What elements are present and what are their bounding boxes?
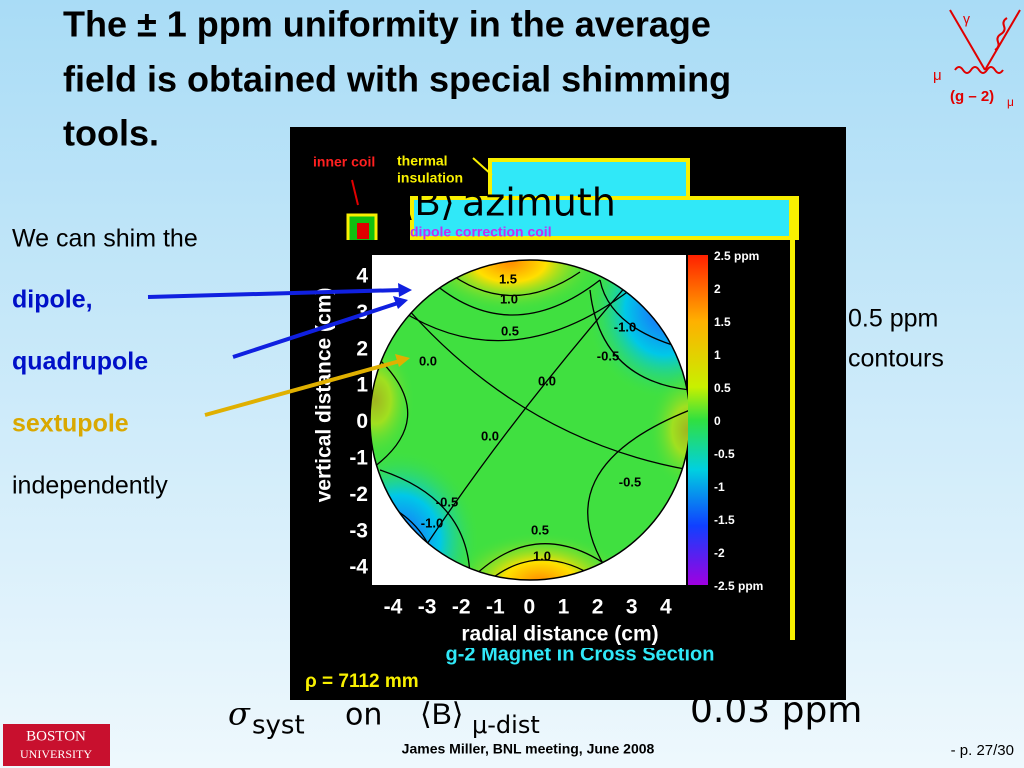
diagram-label: μ <box>1007 95 1014 109</box>
x-tick-label: -4 <box>384 596 403 619</box>
y-tick-label: -1 <box>349 447 368 470</box>
title-line: tools. <box>63 113 159 154</box>
footer-page: - p. 27/30 <box>951 742 1014 759</box>
contour-label: 0.5 <box>501 323 519 338</box>
contour-label: 1.0 <box>500 291 518 306</box>
colorbar-label: -2 <box>714 546 725 560</box>
overlay-math: on <box>345 698 382 733</box>
logo-text: BOSTON <box>26 728 86 744</box>
list-item: sextupole <box>12 410 129 438</box>
contour-label: -0.5 <box>436 494 458 509</box>
magnet-radius: ρ = 7112 mm <box>305 671 419 692</box>
contour-label: 1.5 <box>499 271 517 286</box>
colorbar <box>688 255 708 585</box>
x-tick-label: 0 <box>524 596 536 619</box>
contour-label: -1.0 <box>421 515 443 530</box>
annotation: 0.5 ppm <box>848 305 938 333</box>
diagram-label: (g – 2) <box>950 88 994 105</box>
y-tick-label: 0 <box>356 410 368 433</box>
x-tick-label: 3 <box>626 596 638 619</box>
y-tick-label: -4 <box>349 556 368 579</box>
x-tick-label: 4 <box>660 596 672 619</box>
colorbar-label: -1 <box>714 480 725 494</box>
arrows <box>147 283 412 417</box>
x-axis-label: radial distance (cm) <box>461 623 658 646</box>
magnet-label: inner coil <box>313 154 375 170</box>
x-tick-label: 2 <box>592 596 604 619</box>
x-tick-label: -1 <box>486 596 505 619</box>
colorbar-label: 2 <box>714 282 721 296</box>
overlay-math: syst <box>252 711 305 741</box>
magnet-caption: g-2 Magnet in Cross Section <box>446 643 715 665</box>
colorbar-label: -1.5 <box>714 513 735 527</box>
contour-label: 0.5 <box>531 522 549 537</box>
overlay-math: ⟨B⟩ <box>420 698 463 731</box>
overlay-math: σ <box>228 695 251 733</box>
contour-label: 0.0 <box>481 428 499 443</box>
x-tick-label: 1 <box>558 596 570 619</box>
contour-label: 0.0 <box>419 353 437 368</box>
overlay-math: ⟨B⟩ <box>400 182 455 224</box>
x-tick-label: -3 <box>418 596 437 619</box>
y-tick-label: 3 <box>356 301 368 324</box>
title-line: The ± 1 ppm uniformity in the average <box>63 4 711 45</box>
annotation: contours <box>848 345 944 373</box>
magnet-drawing <box>346 157 799 640</box>
list-item: independently <box>12 472 168 500</box>
magnet-label: thermal <box>397 153 448 169</box>
colorbar-label: 2.5 ppm <box>714 249 759 263</box>
magnet-label: insulation <box>397 170 463 186</box>
y-tick-label: 4 <box>356 265 368 288</box>
x-tick-label: -2 <box>452 596 471 619</box>
contour-label: 0.0 <box>538 373 556 388</box>
y-tick-label: -3 <box>349 519 368 542</box>
list-item: quadrupole <box>12 348 148 376</box>
overlay-math: μ-dist <box>472 711 540 739</box>
contour-label: -0.5 <box>619 474 641 489</box>
contour-label: -1.0 <box>614 319 636 334</box>
diagram-label: μ <box>933 67 942 84</box>
list-item: We can shim the <box>12 225 198 253</box>
overlay-math: 0.03 ppm <box>690 690 862 731</box>
feynman-diagram <box>949 9 1021 74</box>
contour-label: 1.0 <box>533 548 551 563</box>
colorbar-label: 0 <box>714 414 721 428</box>
y-tick-label: 1 <box>356 374 368 397</box>
list-item: dipole, <box>12 286 93 314</box>
title-line: field is obtained with special shimming <box>63 59 731 100</box>
colorbar-label: 1.5 <box>714 315 731 329</box>
colorbar-label: 1 <box>714 348 721 362</box>
colorbar-label: 0.5 <box>714 381 731 395</box>
magnet-label: dipole correction coil <box>410 224 552 240</box>
diagram-label: γ <box>963 11 970 27</box>
y-tick-label: 2 <box>356 337 368 360</box>
logo <box>3 724 110 766</box>
overlay-math: azimuth <box>462 181 616 225</box>
colorbar-label: -0.5 <box>714 447 735 461</box>
y-axis-label: vertical distance (cm) <box>313 288 336 503</box>
contour-label: -0.5 <box>597 348 619 363</box>
logo-text: UNIVERSITY <box>20 747 92 761</box>
colorbar-label: -2.5 ppm <box>714 579 763 593</box>
y-tick-label: -2 <box>349 483 368 506</box>
footer-author: James Miller, BNL meeting, June 2008 <box>402 741 655 757</box>
